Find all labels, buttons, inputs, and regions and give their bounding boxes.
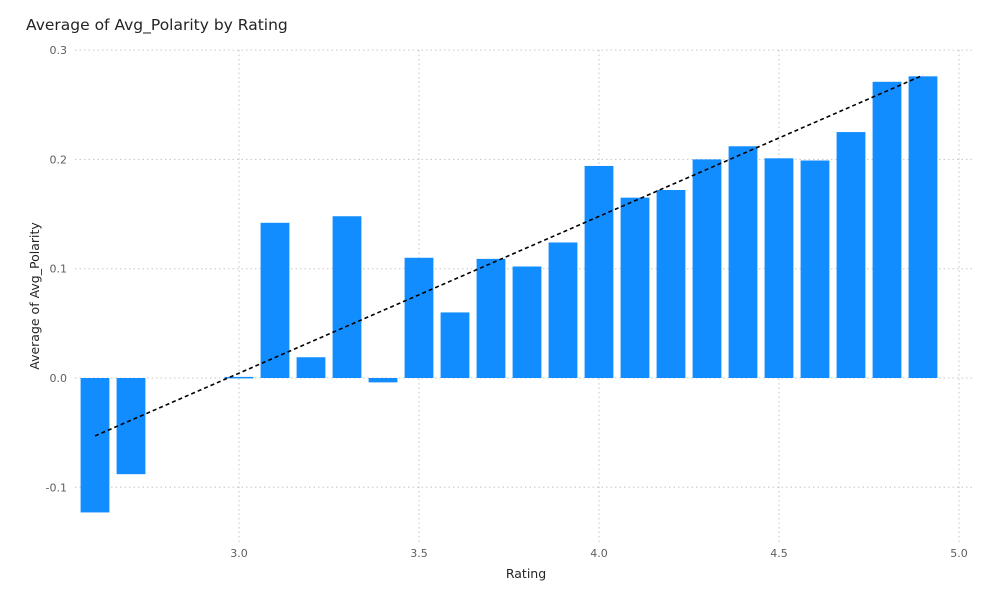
bar[interactable] bbox=[332, 216, 362, 378]
bar[interactable] bbox=[296, 357, 326, 378]
bar[interactable] bbox=[836, 132, 866, 378]
bar[interactable] bbox=[800, 160, 830, 378]
bar[interactable] bbox=[368, 378, 398, 383]
bar[interactable] bbox=[548, 242, 578, 378]
x-axis-label: Rating bbox=[506, 566, 546, 581]
y-tick-label: 0.0 bbox=[50, 372, 68, 385]
trend-line-layer bbox=[94, 74, 924, 437]
bar[interactable] bbox=[440, 312, 470, 378]
x-tick-label: 3.0 bbox=[230, 547, 248, 560]
bar[interactable] bbox=[512, 266, 542, 378]
bar[interactable] bbox=[692, 159, 722, 378]
x-tick-label: 4.5 bbox=[770, 547, 788, 560]
y-tick-label: 0.2 bbox=[50, 153, 68, 166]
trend-line bbox=[94, 74, 924, 437]
bar[interactable] bbox=[80, 378, 110, 513]
y-tick-label: 0.1 bbox=[50, 263, 68, 276]
bar[interactable] bbox=[620, 197, 650, 378]
chart-title: Average of Avg_Polarity by Rating bbox=[26, 16, 288, 34]
bar[interactable] bbox=[260, 222, 290, 378]
bar[interactable] bbox=[404, 257, 434, 378]
x-axis-ticks: 3.0 3.5 4.0 4.5 5.0 bbox=[230, 547, 968, 560]
x-tick-label: 3.5 bbox=[410, 547, 428, 560]
bar[interactable] bbox=[764, 158, 794, 378]
bar[interactable] bbox=[116, 378, 146, 475]
bar[interactable] bbox=[584, 165, 614, 378]
y-axis-ticks: -0.1 0.0 0.1 0.2 0.3 bbox=[46, 44, 67, 494]
x-tick-label: 4.0 bbox=[590, 547, 608, 560]
x-tick-label: 5.0 bbox=[950, 547, 968, 560]
bar[interactable] bbox=[728, 146, 758, 378]
y-axis-label: Average of Avg_Polarity bbox=[27, 222, 42, 370]
y-tick-label: 0.3 bbox=[50, 44, 68, 57]
bar[interactable] bbox=[476, 258, 506, 378]
bar[interactable] bbox=[908, 76, 938, 378]
bar[interactable] bbox=[656, 190, 686, 378]
bar[interactable] bbox=[872, 81, 902, 378]
y-tick-label: -0.1 bbox=[46, 481, 67, 494]
bars bbox=[80, 76, 938, 513]
bar[interactable] bbox=[224, 376, 254, 379]
